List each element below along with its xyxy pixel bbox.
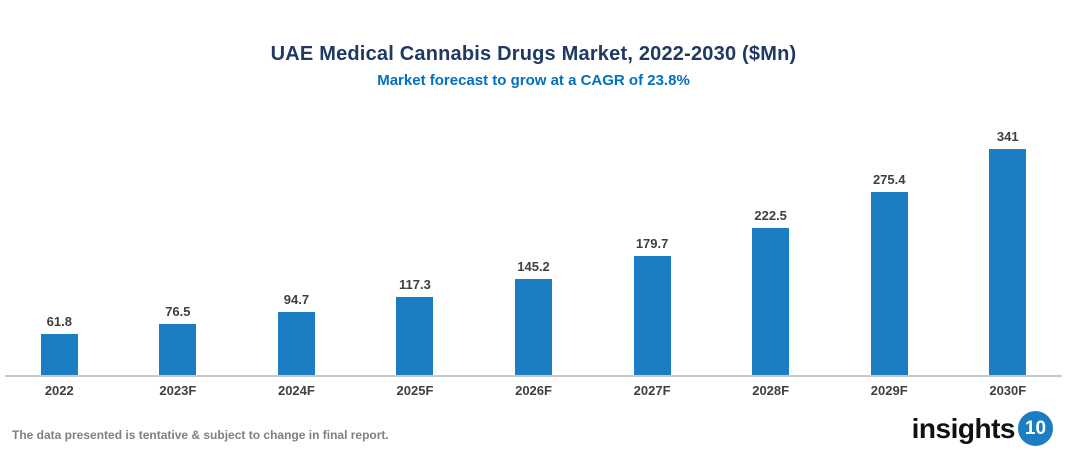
bar-chart: 61.8 76.5 94.7 117.3 145.2 179.7 222.5 275.4 341… bbox=[0, 95, 1067, 398]
bar-column: 275.4 bbox=[830, 172, 949, 375]
disclaimer-text: The data presented is tentative & subjec… bbox=[12, 428, 389, 442]
bar-column: 341 bbox=[949, 129, 1067, 375]
bar-value-label: 145.2 bbox=[517, 259, 550, 274]
bar-value-label: 341 bbox=[996, 129, 1019, 144]
x-axis-label: 2022 bbox=[44, 383, 74, 398]
bar-column: 61.8 bbox=[0, 314, 119, 375]
x-axis-label: 2028F bbox=[752, 383, 790, 398]
bar bbox=[870, 192, 908, 375]
x-axis-label: 2024F bbox=[277, 383, 315, 398]
bars-area: 61.8 76.5 94.7 117.3 145.2 179.7 222.5 275.4 341 bbox=[0, 95, 1067, 375]
x-axis-line bbox=[5, 375, 1062, 377]
footer: The data presented is tentative & subjec… bbox=[12, 411, 1053, 450]
x-axis-label: 2027F bbox=[633, 383, 671, 398]
bar-column: 117.3 bbox=[356, 277, 475, 375]
bar bbox=[396, 297, 434, 375]
bar bbox=[40, 334, 78, 375]
logo-text: insights bbox=[911, 412, 1016, 444]
bar bbox=[515, 279, 553, 375]
bar-column: 76.5 bbox=[119, 304, 238, 375]
x-axis-label: 2026F bbox=[515, 383, 552, 398]
bar bbox=[277, 312, 315, 375]
chart-title: UAE Medical Cannabis Drugs Market, 2022-… bbox=[270, 43, 797, 65]
bar-value-label: 94.7 bbox=[283, 292, 310, 307]
chart-subtitle: Market forecast to grow at a CAGR of 23.… bbox=[377, 72, 690, 89]
insights10-logo: insights 10 bbox=[912, 411, 1053, 450]
bar-column: 179.7 bbox=[593, 236, 712, 375]
bar-value-label: 76.5 bbox=[165, 304, 191, 319]
x-axis-label: 2025F bbox=[396, 383, 434, 398]
x-axis-label: 2023F bbox=[159, 383, 197, 398]
bar-column: 222.5 bbox=[711, 208, 830, 375]
bar-value-label: 117.3 bbox=[399, 277, 431, 292]
bar bbox=[989, 149, 1027, 375]
bar-column: 145.2 bbox=[474, 259, 593, 375]
x-axis-label: 2029F bbox=[870, 383, 908, 398]
bar-value-label: 179.7 bbox=[635, 236, 669, 251]
x-axis-labels: 2022 2023F 2024F 2025F 2026F 2027F 2028F 2029F 2… bbox=[0, 377, 1067, 398]
bar bbox=[633, 256, 671, 375]
bar-value-label: 222.5 bbox=[754, 208, 787, 223]
bar bbox=[752, 228, 790, 375]
bar-column: 94.7 bbox=[237, 292, 356, 375]
bar bbox=[159, 324, 197, 375]
bar-value-label: 61.8 bbox=[46, 314, 72, 329]
logo-badge: 10 bbox=[1018, 411, 1053, 446]
bar-value-label: 275.4 bbox=[872, 172, 906, 187]
x-axis-label: 2030F bbox=[989, 383, 1027, 398]
